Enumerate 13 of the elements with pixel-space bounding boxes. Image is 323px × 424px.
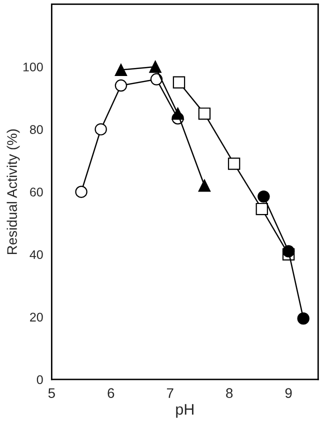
x-tick-label: 7 (166, 388, 174, 398)
y-tick-label: 60 (30, 188, 43, 197)
x-tick-label: 5 (48, 388, 55, 398)
x-axis-title: pH (176, 404, 194, 418)
y-axis-title: Residual Activity (%) (6, 129, 20, 254)
x-tick-label: 9 (285, 388, 292, 398)
x-tick-label: 6 (108, 388, 114, 398)
y-tick-label: 40 (30, 250, 43, 260)
y-tick-label: 80 (30, 125, 43, 134)
y-tick-label: 100 (23, 62, 43, 72)
x-tick-label: 8 (226, 388, 233, 398)
y-tick-label: 0 (36, 375, 43, 384)
y-tick-label: 20 (30, 312, 43, 322)
